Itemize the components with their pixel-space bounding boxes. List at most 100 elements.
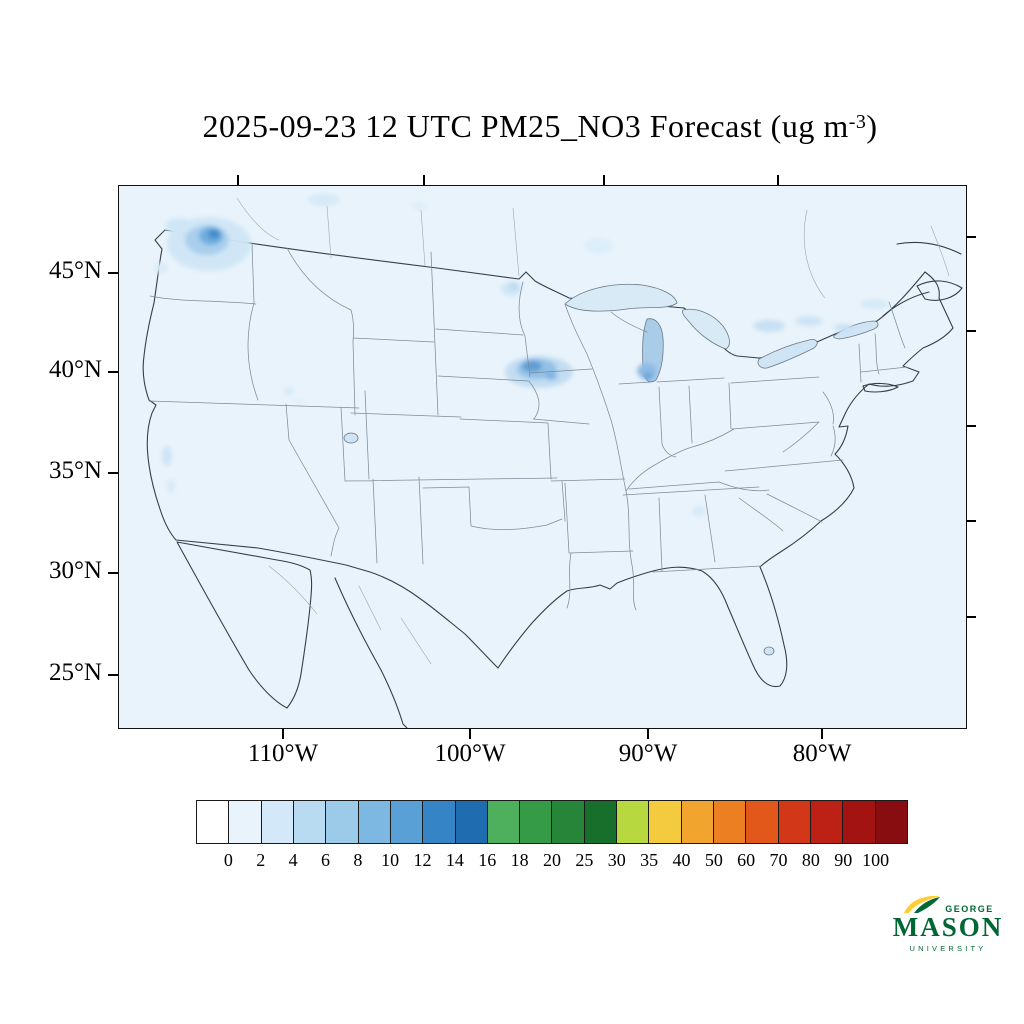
colorbar: 0 2 4 6 8 10 12 14 16 18 20 25 30 35 40 50 60 70 80 90 100 (196, 800, 908, 870)
colorbar-labels: 0 2 4 6 8 10 12 14 16 18 20 25 30 35 40 50 60 70 80 90 100 (196, 850, 908, 872)
colorbar-cell (583, 801, 617, 843)
lake-okeechobee (763, 646, 775, 656)
colorbar-tick-label: 60 (737, 850, 756, 870)
lake-erie (757, 339, 818, 369)
lat-tick-label: 45°N (48, 257, 102, 284)
colorbar-cell (454, 801, 487, 843)
map-frame (118, 185, 967, 729)
colorbar-tick-label: 16 (478, 850, 497, 870)
lon-tick (821, 729, 823, 739)
colorbar-tick-label: 4 (288, 850, 298, 870)
lon-tick (469, 729, 471, 739)
colorbar-tick-label: 20 (543, 850, 561, 870)
colorbar-cell (745, 801, 778, 843)
lat-tick-right (966, 520, 976, 522)
colorbar-cell (422, 801, 455, 843)
lon-tick-top (423, 175, 425, 185)
colorbar-cell (809, 801, 843, 843)
colorbar-tick-label: 8 (353, 850, 363, 870)
nova-scotia (916, 280, 963, 301)
lat-tick-right (966, 616, 976, 618)
colorbar-cell (228, 801, 261, 843)
lon-tick-label: 90°W (618, 740, 678, 767)
colorbar-cell (648, 801, 681, 843)
baja-california-coast (176, 541, 313, 709)
lat-tick-label: 30°N (48, 557, 102, 584)
colorbar-cells (196, 800, 908, 844)
colorbar-tick-label: 40 (672, 850, 691, 870)
colorbar-tick-label: 18 (510, 850, 529, 870)
lake-huron (682, 308, 730, 350)
colorbar-cell (519, 801, 552, 843)
gmu-logo-university: UNIVERSITY (909, 944, 987, 953)
plume-georgia (692, 506, 706, 516)
gmu-logo-mason: MASON (892, 912, 1004, 942)
plume-lake-michigan-south (637, 363, 657, 380)
lat-tick-label: 35°N (48, 457, 102, 484)
colorbar-cell (389, 801, 423, 843)
lon-tick-top (777, 175, 779, 185)
colorbar-tick-label: 35 (640, 850, 659, 870)
colorbar-tick-label: 80 (801, 850, 820, 870)
gmu-logo-george: GEORGE (945, 904, 994, 914)
lon-tick (647, 729, 649, 739)
colorbar-cell (616, 801, 649, 843)
colorbar-cell (551, 801, 584, 843)
colorbar-cell (713, 801, 746, 843)
colorbar-cell (874, 801, 907, 843)
lat-tick-label: 25°N (48, 659, 102, 686)
plume-iowa-nebraska (505, 356, 573, 388)
gmu-logo: GEORGE MASON UNIVERSITY (888, 894, 1008, 953)
plume-western-washington (154, 217, 251, 273)
lat-tick (108, 272, 118, 274)
lat-tick (108, 572, 118, 574)
lat-tick-right (966, 330, 976, 332)
colorbar-tick-label: 70 (769, 850, 788, 870)
colorbar-tick-label: 6 (320, 850, 330, 870)
map-background (119, 186, 966, 728)
mexico-gulf-coast (334, 577, 408, 728)
colorbar-cell (842, 801, 875, 843)
lake-ontario (833, 320, 879, 340)
colorbar-tick-label: 30 (607, 850, 626, 870)
colorbar-cell (325, 801, 358, 843)
colorbar-tick-label: 25 (575, 850, 594, 870)
lat-tick-label: 40°N (48, 356, 102, 383)
colorbar-cell (260, 801, 293, 843)
canada-mexico-borders (236, 197, 950, 665)
long-island (862, 382, 899, 393)
lon-tick-label: 100°W (434, 740, 506, 767)
colorbar-tick-label: 14 (445, 850, 464, 870)
lon-tick-top (237, 175, 239, 185)
lon-tick-label: 80°W (792, 740, 852, 767)
colorbar-tick-label: 10 (381, 850, 400, 870)
lat-tick (108, 674, 118, 676)
colorbar-tick-label: 12 (413, 850, 432, 870)
colorbar-tick-label: 0 (223, 850, 233, 870)
plume-california-valley (162, 446, 175, 493)
colorbar-tick-label: 50 (704, 850, 723, 870)
great-lakes (343, 283, 879, 656)
colorbar-tick-label: 90 (834, 850, 853, 870)
us-state-borders (148, 242, 908, 611)
colorbar-cell (777, 801, 810, 843)
plume-ontario-canada (411, 202, 613, 254)
lat-tick-right (966, 236, 976, 238)
forecast-map (119, 186, 966, 728)
lon-tick-label: 110°W (247, 740, 319, 767)
plume-minnesota (501, 282, 521, 296)
lon-tick (282, 729, 284, 739)
gmu-leaf-icon (904, 895, 941, 913)
colorbar-cell (197, 801, 229, 843)
great-salt-lake (343, 432, 359, 444)
plot-title: 2025-09-23 12 UTC PM25_NO3 Forecast (ug … (60, 108, 1020, 145)
pm25-no3-shading (154, 194, 888, 516)
lat-tick (108, 472, 118, 474)
canada-atlantic-coast (882, 241, 962, 317)
plume-montana-border (308, 194, 340, 206)
colorbar-cell (357, 801, 390, 843)
colorbar-cell (486, 801, 520, 843)
gmu-logo-top: GEORGE (888, 894, 1008, 914)
plot-title-text: 2025-09-23 12 UTC PM25_NO3 Forecast (ug … (202, 108, 849, 144)
